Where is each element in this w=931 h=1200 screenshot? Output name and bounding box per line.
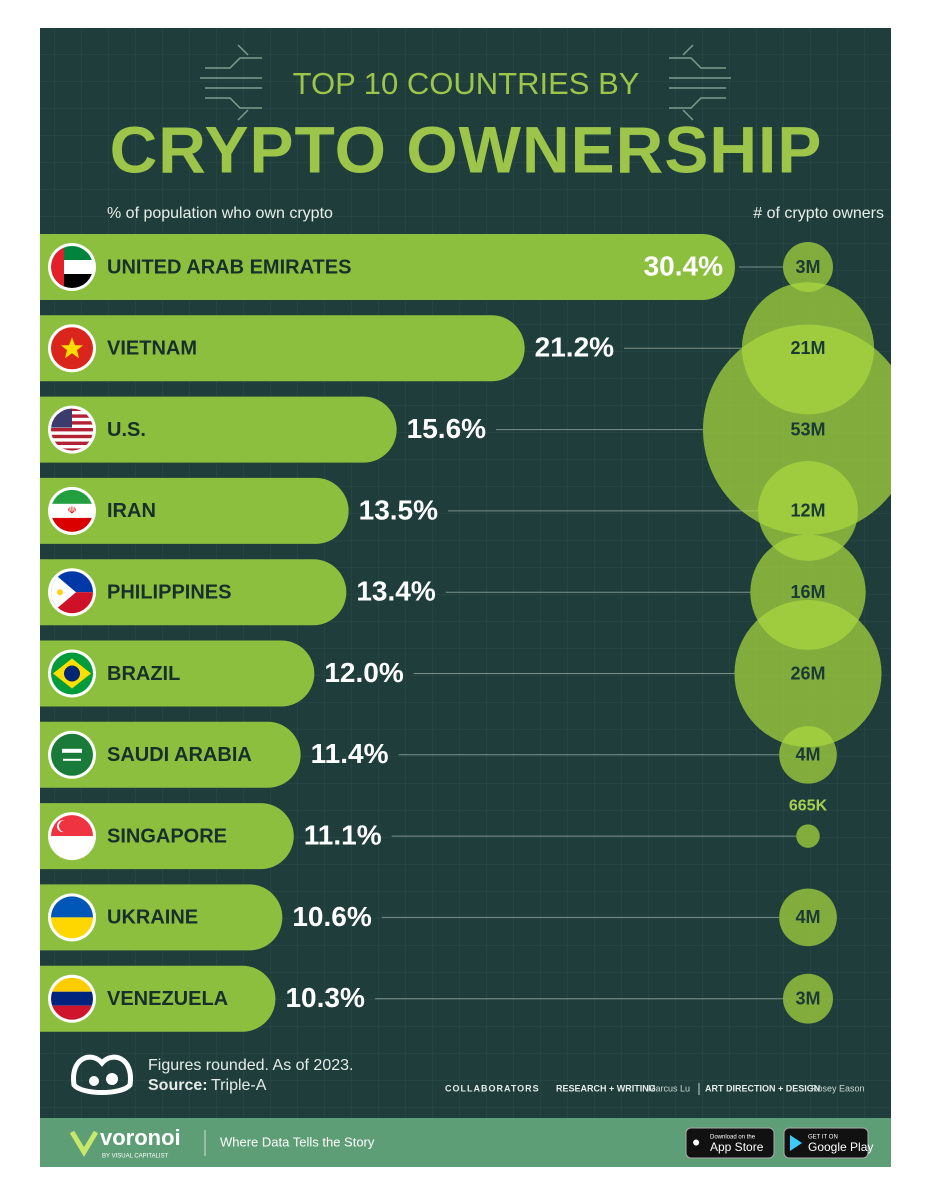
brand: voronoi bbox=[100, 1125, 181, 1150]
bar bbox=[40, 559, 347, 626]
bar bbox=[40, 884, 283, 951]
category-label: SAUDI ARABIA bbox=[107, 744, 252, 766]
bubble-value-label: 26M bbox=[790, 663, 825, 683]
category-label: BRAZIL bbox=[107, 663, 180, 685]
axis-label: % of population who own crypto bbox=[107, 205, 333, 222]
bubble-value-label: 4M bbox=[795, 745, 820, 765]
bubble-value-label: 12M bbox=[790, 501, 825, 521]
value-label: 10.3% bbox=[285, 982, 364, 1013]
bubble-value-label: 21M bbox=[790, 338, 825, 358]
circuit-decoration bbox=[200, 44, 731, 121]
brand-sub: BY VISUAL CAPITALIST bbox=[102, 1154, 169, 1160]
bubble bbox=[796, 824, 820, 848]
value-label: 30.4% bbox=[644, 250, 723, 281]
research-label: RESEARCH + WRITING bbox=[556, 1083, 656, 1093]
bar bbox=[40, 803, 294, 870]
app-store-small: Download on the bbox=[710, 1135, 756, 1141]
category-label: PHILIPPINES bbox=[107, 581, 231, 603]
bubble bbox=[734, 599, 882, 748]
category-label: SINGAPORE bbox=[107, 825, 227, 847]
app-store: App Store bbox=[710, 1140, 764, 1154]
category-label: UKRAINE bbox=[107, 907, 198, 929]
value-label: 21.2% bbox=[535, 332, 614, 363]
bar bbox=[40, 640, 315, 707]
bubble-label: # of crypto owners bbox=[753, 205, 884, 222]
bar bbox=[40, 721, 301, 788]
category-label: VENEZUELA bbox=[107, 988, 228, 1010]
note: Figures rounded. As of 2023. bbox=[148, 1057, 353, 1074]
category-label: UNITED ARAB EMIRATES bbox=[107, 256, 351, 278]
bubble-value-label: 3M bbox=[795, 257, 820, 277]
pretitle: TOP 10 COUNTRIES BY bbox=[293, 66, 640, 101]
value-label: 11.1% bbox=[304, 819, 382, 850]
bubble-value-label: 16M bbox=[790, 582, 825, 602]
chart-title: CRYPTO OWNERSHIP bbox=[110, 112, 823, 186]
value-label: 15.6% bbox=[407, 413, 486, 444]
footer: Figures rounded. As of 2023. Source: Tri… bbox=[40, 1054, 891, 1167]
bubble-value-label: 53M bbox=[790, 419, 825, 439]
apple-icon: ● bbox=[692, 1134, 700, 1150]
bar bbox=[40, 965, 276, 1032]
google-play: Google Play bbox=[808, 1140, 873, 1154]
bubble-value-label: 665K bbox=[789, 798, 828, 815]
google-play-small: GET IT ON bbox=[808, 1135, 838, 1141]
category-label: IRAN bbox=[107, 500, 156, 522]
collaborators: COLLABORATORS bbox=[445, 1083, 540, 1093]
bar bbox=[40, 396, 397, 463]
value-label: 13.4% bbox=[356, 576, 435, 607]
logo-icon bbox=[71, 1054, 133, 1095]
research: Marcus Lu bbox=[648, 1083, 690, 1093]
bubble-value-label: 4M bbox=[795, 907, 820, 927]
app-store-button[interactable] bbox=[685, 1127, 775, 1159]
value-label: 10.6% bbox=[292, 901, 371, 932]
bubble bbox=[779, 725, 837, 784]
bubble bbox=[783, 973, 833, 1024]
value-label: 12.0% bbox=[324, 657, 403, 688]
design: Rosey Eason bbox=[811, 1083, 865, 1093]
bar bbox=[40, 234, 735, 300]
google-play-button[interactable] bbox=[783, 1127, 869, 1159]
tagline: Where Data Tells the Story bbox=[220, 1134, 375, 1149]
bubble-value-label: 3M bbox=[795, 988, 820, 1008]
value-label: 11.4% bbox=[311, 738, 389, 769]
bubble bbox=[779, 888, 837, 947]
design-label: ART DIRECTION + DESIGN bbox=[705, 1083, 820, 1093]
value-label: 13.5% bbox=[359, 494, 438, 525]
source: Triple-A bbox=[211, 1077, 267, 1094]
brand-mark bbox=[69, 1130, 99, 1157]
play-icon bbox=[790, 1135, 802, 1151]
bubble bbox=[758, 460, 858, 561]
bar bbox=[40, 477, 349, 544]
bar bbox=[40, 315, 525, 382]
source-label: Source: bbox=[148, 1077, 208, 1094]
category-label: VIETNAM bbox=[107, 338, 197, 360]
bubble bbox=[783, 242, 833, 292]
category-label: U.S. bbox=[107, 419, 146, 441]
